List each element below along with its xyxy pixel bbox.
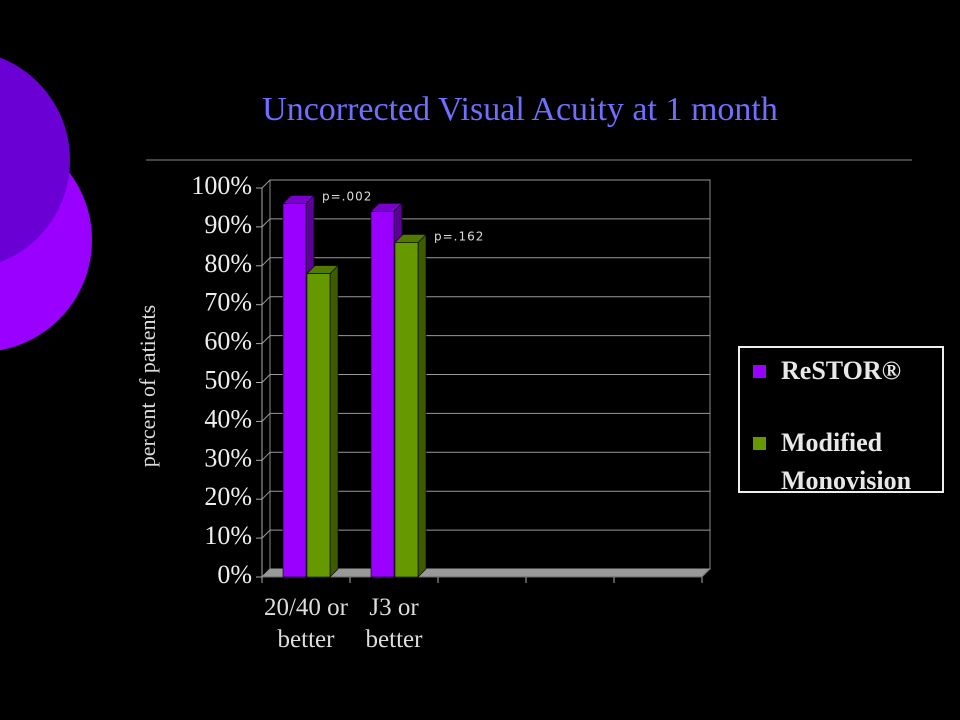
y-tick-label: 90% <box>204 210 252 239</box>
legend-swatch <box>752 364 767 379</box>
grid-line <box>261 257 710 267</box>
annotation: p=.162 <box>434 230 484 244</box>
bar <box>394 242 419 578</box>
y-tick-label: 0% <box>217 560 252 589</box>
grid-line <box>261 568 710 578</box>
legend-swatch <box>752 436 767 451</box>
bar-side <box>417 233 427 578</box>
y-tick-label: 50% <box>204 365 252 394</box>
bar-side <box>329 264 339 578</box>
legend: ReSTOR® Modified Monovision <box>738 346 944 495</box>
y-tick-label: 40% <box>204 404 252 433</box>
grid-line <box>261 374 710 383</box>
grid-line <box>261 490 710 500</box>
x-tick-label: 20/40 or better <box>263 594 349 653</box>
legend-label: ReSTOR® <box>781 356 902 385</box>
legend-item: ReSTOR® <box>752 352 942 390</box>
decor-circle <box>0 57 70 263</box>
grid-line <box>261 529 710 539</box>
bar <box>306 273 331 578</box>
grid-line <box>261 179 710 189</box>
grid-line <box>261 218 710 228</box>
y-axis-label: percent of patients <box>135 305 160 468</box>
legend-item: Modified Monovision <box>752 424 942 500</box>
y-tick-label: 80% <box>204 249 252 278</box>
bar <box>282 203 307 578</box>
y-tick-label: 30% <box>204 443 252 472</box>
grid-line <box>261 296 710 306</box>
grid-line <box>261 451 710 461</box>
y-tick-label: 10% <box>204 521 252 550</box>
grid-line <box>261 335 710 344</box>
legend-label: Modified Monovision <box>781 428 912 495</box>
bar <box>370 211 395 578</box>
grid-line <box>261 412 710 422</box>
y-tick-label: 20% <box>204 482 252 511</box>
y-tick-label: 100% <box>191 171 252 200</box>
x-tick-label: J3 or better <box>365 594 423 653</box>
y-tick-label: 70% <box>204 288 252 317</box>
chart-title: Uncorrected Visual Acuity at 1 month <box>262 91 778 128</box>
annotation: p=.002 <box>322 190 372 204</box>
y-tick-label: 60% <box>204 327 252 356</box>
